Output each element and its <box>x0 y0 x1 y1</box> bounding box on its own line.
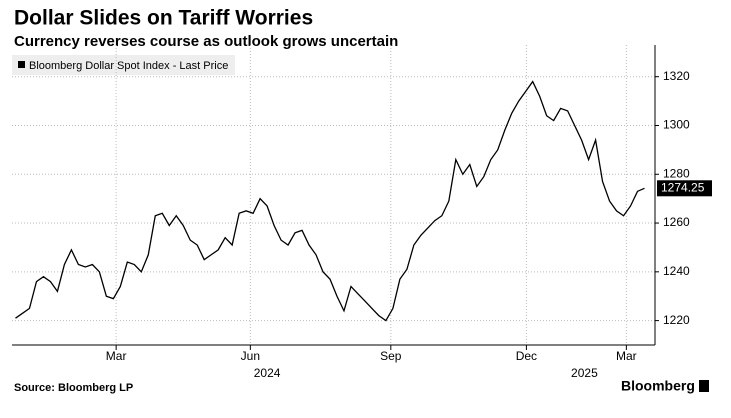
chart-title: Dollar Slides on Tariff Worries <box>14 7 313 30</box>
y-tick-label: 1240 <box>663 264 690 278</box>
last-value-label: 1274.25 <box>661 180 705 194</box>
chart-subtitle: Currency reverses course as outlook grow… <box>14 33 398 50</box>
y-tick-label: 1280 <box>663 166 690 180</box>
x-tick-label: Dec <box>516 349 537 363</box>
last-value-box <box>657 180 712 197</box>
brand: Bloomberg <box>621 378 695 394</box>
x-tick-label: Sep <box>380 349 402 363</box>
source: Source: Bloomberg LP <box>14 382 133 394</box>
y-tick-label: 1300 <box>663 118 690 132</box>
x-tick-label: Mar <box>616 349 637 363</box>
brand-icon <box>699 380 709 392</box>
year-label: 2025 <box>571 366 598 380</box>
legend-swatch <box>18 61 25 68</box>
series-line <box>15 80 645 322</box>
year-label: 2024 <box>254 366 281 380</box>
x-tick-label: Mar <box>106 349 127 363</box>
y-tick-label: 1320 <box>663 69 690 83</box>
legend-box <box>12 55 235 75</box>
y-tick-label: 1220 <box>663 313 690 327</box>
x-tick-label: Jun <box>241 349 260 363</box>
legend-label: Bloomberg Dollar Spot Index - Last Price <box>29 60 228 72</box>
y-tick-label: 1260 <box>663 215 690 229</box>
